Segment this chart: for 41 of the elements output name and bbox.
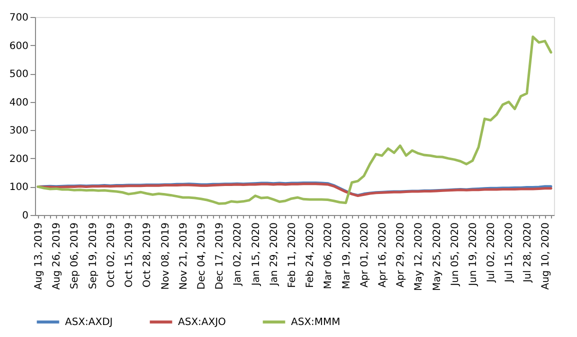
x-tick-label: Aug 13, 2019 xyxy=(34,222,45,290)
x-tick-label: Jul 15, 2020 xyxy=(504,222,516,284)
x-tick-label: Jun 19, 2020 xyxy=(468,222,480,287)
y-tick-label: 200 xyxy=(9,154,28,165)
x-tick-label: Jan 29, 2020 xyxy=(268,222,280,287)
x-tick-label: Oct 28, 2019 xyxy=(142,222,154,288)
x-tick-label: Jul 28, 2020 xyxy=(522,222,534,284)
x-tick-label: Feb 11, 2020 xyxy=(286,222,298,288)
x-tick-label: Apr 01, 2020 xyxy=(359,222,370,288)
y-tick-label: 400 xyxy=(9,97,28,108)
x-tick-label: Oct 02, 2019 xyxy=(106,222,117,288)
x-tick-label: Dec 04, 2019 xyxy=(196,222,208,290)
line-series xyxy=(36,36,552,205)
x-tick-label: Aug 26, 2019 xyxy=(52,222,63,290)
x-tick-label: Jan 02, 2020 xyxy=(232,222,244,287)
y-tick-label: 100 xyxy=(9,182,28,194)
x-tick-label: Jul 02, 2020 xyxy=(486,222,498,284)
x-tick-label: Nov 21, 2019 xyxy=(178,222,190,290)
legend-label: ASX:AXJO xyxy=(178,317,226,328)
x-tick-label: Mar 19, 2020 xyxy=(341,222,352,290)
x-tick-label: Sep 19, 2019 xyxy=(88,222,99,290)
legend-label: ASX:MMM xyxy=(291,317,340,328)
x-tick-label: Oct 15, 2019 xyxy=(124,222,136,288)
x-tick-label: Apr 29, 2020 xyxy=(396,222,407,288)
y-tick-label: 0 xyxy=(22,210,28,222)
x-tick-label: Apr 16, 2020 xyxy=(378,222,389,288)
x-tick-label: Jun 05, 2020 xyxy=(450,222,461,287)
x-tick-label: Aug 10, 2020 xyxy=(540,222,552,290)
x-tick-label: Jan 15, 2020 xyxy=(250,222,262,287)
y-tick-label: 600 xyxy=(9,40,28,52)
x-tick-label: Feb 24, 2020 xyxy=(305,222,316,288)
y-tick-label: 700 xyxy=(9,12,28,24)
y-tick-label: 300 xyxy=(9,126,28,137)
x-tick-label: Mar 06, 2020 xyxy=(323,222,334,290)
x-tick-label: Sep 06, 2019 xyxy=(70,222,81,290)
x-tick-label: Dec 17, 2019 xyxy=(214,222,226,290)
x-tick-label: Nov 08, 2019 xyxy=(160,222,172,290)
legend-label: ASX:AXDJ xyxy=(65,317,113,328)
y-tick-label: 500 xyxy=(9,69,28,80)
x-tick-label: May 12, 2020 xyxy=(414,222,425,291)
x-tick-label: May 25, 2020 xyxy=(432,222,443,291)
